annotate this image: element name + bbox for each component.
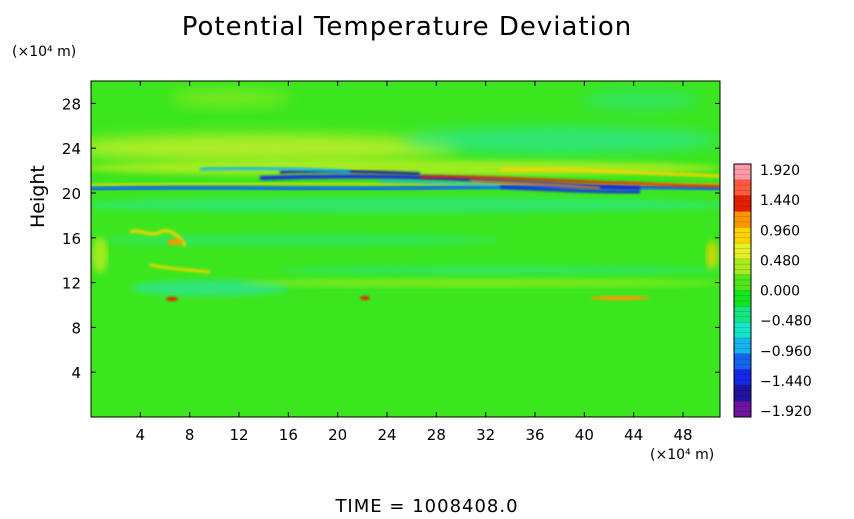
x-tick-label: 24 bbox=[377, 426, 396, 444]
hot-spot-10c bbox=[590, 296, 650, 300]
cool-layer-16 bbox=[100, 234, 500, 246]
colorbar-swatch bbox=[734, 227, 751, 244]
warm-band-upper bbox=[91, 134, 460, 162]
hot-spot-10b bbox=[360, 296, 370, 300]
cold-core-deep bbox=[279, 169, 421, 176]
chart-title: Potential Temperature Deviation bbox=[181, 12, 633, 42]
x-tick-label: 16 bbox=[279, 426, 298, 444]
cool-layer-19 bbox=[91, 197, 720, 213]
colorbar-label: −1.440 bbox=[760, 374, 812, 390]
colorbar-label: −0.960 bbox=[760, 344, 812, 360]
x-tick-label: 40 bbox=[575, 426, 594, 444]
warm-patch-right bbox=[706, 241, 718, 269]
y-tick-label: 24 bbox=[62, 140, 81, 158]
x-axis: 4 8 12 16 20 24 28 32 36 40 44 48 bbox=[136, 81, 693, 444]
colorbar-swatch bbox=[734, 195, 751, 212]
colorbar-swatch bbox=[734, 306, 751, 323]
colorbar-label: 1.440 bbox=[760, 193, 800, 209]
plume-hot-spot bbox=[167, 239, 183, 245]
colorbar-swatch bbox=[734, 258, 751, 276]
x-tick-label: 36 bbox=[525, 426, 544, 444]
plume-warm-bottom bbox=[149, 263, 211, 274]
x-tick-label: 44 bbox=[624, 426, 643, 444]
colorbar-swatch bbox=[734, 353, 751, 371]
cool-layer-13 bbox=[280, 265, 720, 275]
warm-core-edge bbox=[469, 180, 601, 189]
cold-core-east bbox=[499, 185, 641, 194]
hot-spot-10a bbox=[166, 297, 178, 301]
colorbar: 1.920 1.440 0.960 0.480 0.000 −0.480 −0.960 −1.… bbox=[733, 163, 812, 420]
colorbar-swatch bbox=[734, 243, 751, 260]
cool-band-upper bbox=[400, 127, 720, 153]
colorbar-swatch bbox=[734, 322, 751, 339]
y-tick-label: 16 bbox=[62, 230, 81, 248]
x-tick-label: 8 bbox=[185, 426, 195, 444]
x-tick-label: 12 bbox=[229, 426, 248, 444]
warm-layer-22 bbox=[91, 160, 720, 176]
colorbar-swatch bbox=[734, 369, 751, 386]
y-tick-label: 20 bbox=[62, 185, 81, 203]
cool-streak-mid bbox=[379, 180, 501, 187]
colorbar-swatch bbox=[734, 337, 751, 355]
colorbar-swatch bbox=[734, 274, 751, 291]
colorbar-label: −1.920 bbox=[760, 404, 812, 420]
plume-warm-top bbox=[129, 229, 187, 247]
colorbar-swatch bbox=[734, 385, 751, 402]
colorbar-label: 1.920 bbox=[760, 163, 800, 179]
y-axis-unit: (×10⁴ m) bbox=[12, 44, 77, 60]
colorbar-swatch bbox=[734, 211, 751, 228]
colorbar-label: −0.480 bbox=[760, 314, 812, 330]
warm-layer-12 bbox=[240, 279, 720, 287]
x-tick-label: 4 bbox=[136, 426, 146, 444]
warm-streak-upper bbox=[499, 167, 720, 178]
time-equals: = bbox=[389, 496, 406, 517]
y-tick-label: 28 bbox=[62, 95, 81, 113]
colorbar-label: 0.960 bbox=[760, 223, 800, 239]
time-readout: TIME = 1008408.0 bbox=[0, 496, 854, 517]
y-tick-label: 4 bbox=[71, 364, 81, 382]
plot-frame bbox=[90, 80, 721, 418]
time-value: 1008408.0 bbox=[412, 496, 519, 517]
x-tick-label: 20 bbox=[328, 426, 347, 444]
x-tick-label: 28 bbox=[427, 426, 446, 444]
colorbar-label: 0.000 bbox=[760, 284, 800, 300]
heatmap-field bbox=[91, 81, 720, 417]
x-axis-unit: (×10⁴ m) bbox=[650, 447, 715, 463]
cool-streak-upper bbox=[199, 166, 351, 174]
colorbar-swatch bbox=[734, 401, 751, 418]
warm-patch-left bbox=[92, 237, 108, 273]
colorbar-swatch bbox=[734, 179, 751, 197]
x-tick-label: 32 bbox=[476, 426, 495, 444]
y-axis: 4 8 12 16 20 24 28 bbox=[62, 95, 720, 382]
colorbar-swatch bbox=[734, 290, 751, 307]
y-tick-label: 12 bbox=[62, 275, 81, 293]
warm-patch-top bbox=[170, 90, 290, 106]
y-tick-label: 8 bbox=[71, 319, 81, 337]
time-label: TIME bbox=[335, 496, 383, 517]
colorbar-frame bbox=[733, 163, 752, 418]
x-tick-label: 48 bbox=[673, 426, 692, 444]
colorbar-label: 0.480 bbox=[760, 253, 800, 269]
colorbar-swatch bbox=[734, 164, 751, 181]
cool-patch-top bbox=[580, 90, 700, 110]
warm-core bbox=[419, 175, 720, 188]
